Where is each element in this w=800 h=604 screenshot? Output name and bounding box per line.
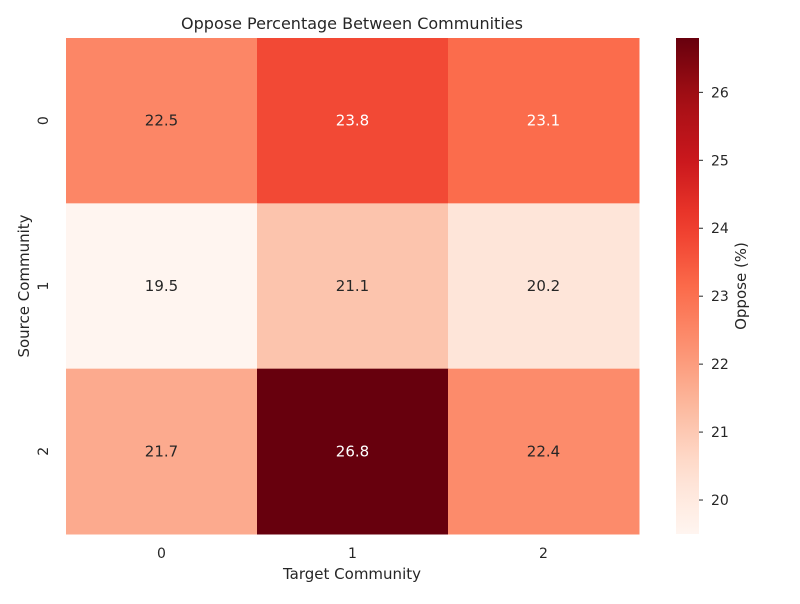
colorbar-tick-label: 20 [711, 493, 729, 509]
x-axis-ticks: 0 1 2 [157, 546, 548, 562]
colorbar-tick-label: 22 [711, 357, 729, 373]
heatmap-cell [448, 203, 640, 370]
heatmap-cells [66, 38, 640, 535]
cell-value-label: 23.1 [527, 112, 560, 130]
x-tick-label: 2 [539, 546, 548, 562]
colorbar-tick-label: 21 [711, 425, 729, 441]
colorbar-label: Oppose (%) [732, 242, 750, 330]
y-tick-label: 2 [36, 447, 52, 456]
chart-title: Oppose Percentage Between Communities [181, 14, 523, 33]
cell-value-label: 21.7 [145, 442, 178, 460]
cell-value-label: 21.1 [336, 277, 369, 295]
colorbar-tick-label: 23 [711, 289, 729, 305]
heatmap-cell [257, 368, 449, 535]
cell-value-label: 20.2 [527, 277, 560, 295]
y-tick-label: 0 [36, 116, 52, 125]
heatmap-cell-labels: 22.5 23.8 23.1 19.5 21.1 20.2 21.7 26.8 22.4 [145, 112, 560, 461]
colorbar-ticks: 20 21 22 23 24 25 26 [699, 85, 729, 509]
colorbar-tick-label: 26 [711, 85, 729, 101]
colorbar-tick-label: 25 [711, 153, 729, 169]
heatmap-cell [448, 368, 640, 535]
heatmap-cell [257, 38, 449, 204]
heatmap-cell [66, 368, 258, 535]
heatmap-cell [257, 203, 449, 370]
colorbar [676, 38, 699, 534]
heatmap-cell [66, 38, 258, 204]
x-tick-label: 1 [348, 546, 357, 562]
y-axis-ticks: 0 1 2 [36, 116, 52, 456]
cell-value-label: 22.4 [527, 442, 560, 460]
x-axis-label: Target Community [282, 565, 421, 583]
x-tick-label: 0 [157, 546, 166, 562]
cell-value-label: 19.5 [145, 277, 178, 295]
y-axis-label: Source Community [15, 214, 33, 357]
y-tick-label: 1 [36, 282, 52, 291]
heatmap-cell [448, 38, 640, 204]
cell-value-label: 22.5 [145, 112, 178, 130]
cell-value-label: 23.8 [336, 112, 369, 130]
colorbar-tick-label: 24 [711, 221, 729, 237]
cell-value-label: 26.8 [336, 442, 369, 460]
heatmap-cell [66, 203, 258, 370]
